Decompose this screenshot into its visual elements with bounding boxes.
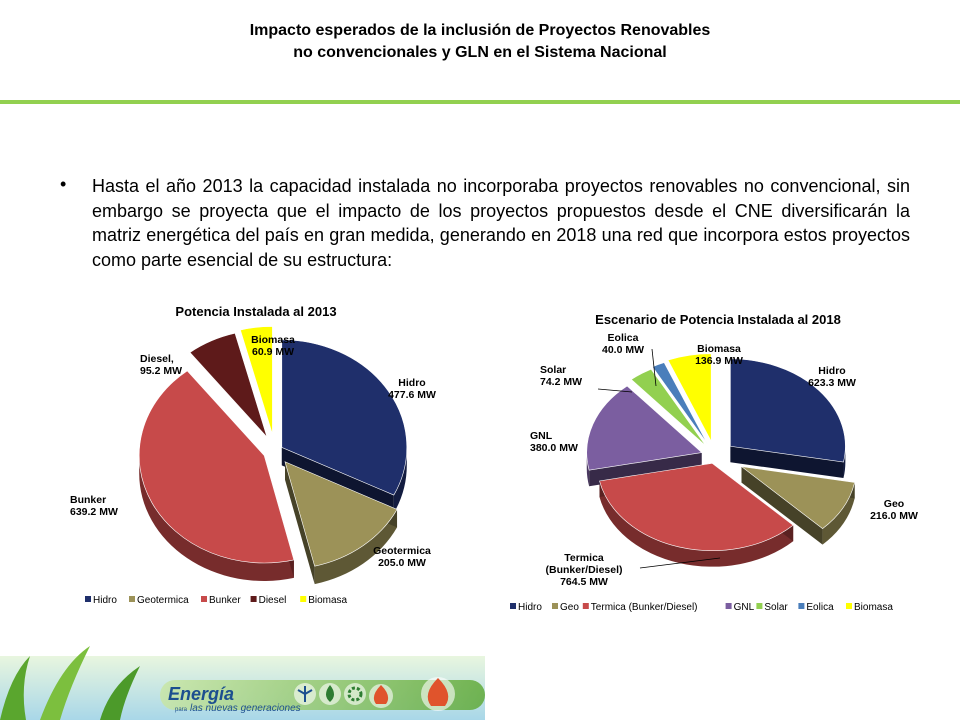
slice-bunker	[138, 370, 295, 564]
pie-chart-2018: Escenario de Potencia Instalada al 2018 …	[510, 312, 918, 613]
grass-leaf	[40, 646, 90, 720]
slice-label-biomasa: Biomasa 136.9 MW	[695, 343, 743, 367]
legend-swatch-bunker	[201, 596, 207, 602]
legend-item-diesel: Diesel	[259, 595, 287, 606]
slice-edge-geotermica	[285, 461, 315, 585]
slice-side-bunker	[139, 455, 294, 582]
slice-labels: Hidro 477.6 MW Geotermica 205.0 MW Bunker 639…	[70, 334, 436, 569]
legend-item-bunker: Bunker	[209, 595, 241, 606]
slice-edge-gnl	[589, 452, 702, 487]
logo-small-word: para	[175, 707, 188, 713]
legend-item-hidro: Hidro	[93, 595, 117, 606]
legend-swatch-hidro	[85, 596, 91, 602]
legend-item-hidro: Hidro	[518, 602, 542, 613]
logo-tagline: las nuevas generaciones	[190, 703, 301, 714]
bullet-paragraph: • Hasta el año 2013 la capacidad instala…	[60, 174, 910, 272]
chart-legend: Hidro Geotermica Bunker Diesel Biomasa	[85, 595, 348, 606]
legend-swatch-eolica	[798, 603, 805, 609]
legend-item-eolica: Eolica	[806, 602, 834, 613]
water-drop-icon	[319, 683, 341, 705]
legend-swatch-hidro	[510, 603, 516, 609]
slice-edge-hidro	[730, 446, 844, 479]
slice-geotermica	[284, 461, 398, 567]
leader-line	[597, 388, 633, 393]
legend-swatch-biomasa	[846, 603, 852, 609]
flame-large-icon	[421, 677, 455, 711]
legend-item-solar: Solar	[764, 602, 788, 613]
flame-icon	[369, 684, 393, 708]
legend-swatch-gnl	[725, 603, 732, 609]
wind-turbine-icon	[294, 683, 316, 705]
slice-biomasa	[667, 353, 712, 442]
header-divider	[0, 100, 960, 104]
bullet-dot: •	[60, 174, 67, 194]
slice-geo	[740, 466, 856, 530]
slice-side-gnl	[586, 452, 590, 487]
slice-hidro	[730, 358, 846, 463]
pie-slices	[138, 326, 408, 585]
legend-swatch-termica-bunker-diesel	[582, 603, 589, 609]
chart-title: Potencia Instalada al 2013	[175, 304, 336, 319]
slice-hidro	[281, 339, 408, 496]
leader-line	[651, 348, 657, 387]
legend-swatch-diesel	[250, 596, 257, 602]
slice-side-hidro	[393, 447, 407, 514]
slice-edge-geo	[741, 466, 823, 545]
legend-swatch-biomasa	[300, 596, 307, 602]
slide-title: Impacto esperados de la inclusión de Pro…	[0, 20, 960, 64]
slice-labels: Hidro 623.3 MW Geo 216.0 MW Termica (Bunker/D…	[530, 332, 918, 588]
legend-item-biomasa: Biomasa	[854, 602, 893, 613]
slide-title-line2: no convencionales y GLN en el Sistema Na…	[293, 44, 667, 61]
pie-chart-2013: Potencia Instalada al 2013 Hidro 477.6 MW…	[70, 304, 436, 606]
legend-swatch-geo	[552, 603, 558, 609]
slice-label-eolica: Eolica 40.0 MW	[602, 332, 644, 356]
slice-label-hidro: Hidro 623.3 MW	[808, 365, 856, 389]
slice-label-gnl: GNL 380.0 MW	[530, 430, 578, 454]
legend-item-gnl: GNL	[734, 602, 755, 613]
slide-title-line1: Impacto esperados de la inclusión de Pro…	[249, 22, 711, 39]
slice-label-termica-bunker-diesel: Termica (Bunker/Diesel) 764.5 MW	[545, 552, 622, 588]
chart-title: Escenario de Potencia Instalada al 2018	[595, 312, 841, 327]
legend-item-geotermica: Geotermica	[137, 595, 189, 606]
legend-swatch-geotermica	[129, 596, 135, 602]
slice-termica-bunker-diesel	[599, 462, 794, 551]
slice-side-geotermica	[314, 509, 398, 585]
leader-line	[639, 557, 721, 569]
legend-item-geo: Geo	[560, 602, 579, 613]
slice-label-geo: Geo 216.0 MW	[870, 498, 918, 522]
slice-label-geotermica: Geotermica 205.0 MW	[373, 545, 431, 569]
slice-label-diesel: Diesel, 95.2 MW	[140, 353, 182, 377]
grass-leaf	[100, 666, 140, 720]
logo-word: Energía	[168, 684, 234, 704]
footer-banner: Energía para las nuevas generaciones	[0, 646, 485, 720]
slice-eolica	[651, 362, 708, 444]
slice-label-solar: Solar 74.2 MW	[540, 364, 582, 388]
legend-swatch-solar	[756, 603, 763, 609]
slice-label-bunker: Bunker 639.2 MW	[70, 494, 118, 518]
slice-side-termica-bunker-diesel	[599, 480, 794, 567]
grass-leaf	[0, 656, 30, 720]
paragraph-text: Hasta el año 2013 la capacidad instalada…	[92, 176, 910, 270]
slice-solar	[630, 368, 707, 447]
legend-item-biomasa: Biomasa	[308, 595, 347, 606]
sun-gear-icon	[344, 683, 366, 705]
slice-biomasa	[240, 326, 273, 435]
slice-diesel	[189, 332, 268, 438]
slice-label-hidro: Hidro 477.6 MW	[388, 377, 436, 401]
chart-legend: Hidro Geo Termica (Bunker/Diesel) GNL Solar E…	[510, 602, 893, 613]
slice-gnl	[586, 385, 703, 471]
slice-label-biomasa: Biomasa 60.9 MW	[251, 334, 295, 358]
pie-slices	[586, 353, 856, 567]
legend-item-termica-bunker-diesel: Termica (Bunker/Diesel)	[591, 602, 698, 613]
